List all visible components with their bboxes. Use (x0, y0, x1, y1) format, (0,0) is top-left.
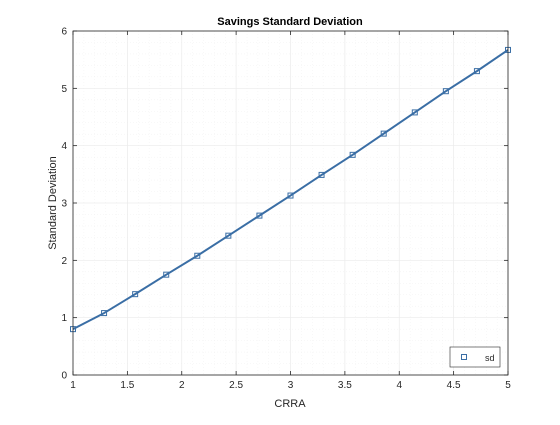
x-tick-label: 1 (70, 380, 76, 391)
chart-title: Savings Standard Deviation (217, 16, 363, 28)
data-point-sd (132, 291, 139, 298)
x-tick-label: 3 (288, 380, 294, 391)
data-point-sd (473, 68, 480, 75)
x-axis-label: CRRA (274, 398, 306, 410)
y-tick-label: 3 (61, 199, 67, 210)
y-axis-label: Standard Deviation (47, 156, 59, 250)
data-point-sd (287, 192, 294, 199)
y-tick-label: 2 (61, 256, 67, 267)
series-layer (70, 46, 511, 333)
series-line-sd (72, 49, 509, 331)
data-point-sd (256, 212, 263, 219)
data-point-sd (318, 171, 325, 178)
y-tick-label: 5 (61, 84, 67, 95)
y-tick-label: 0 (61, 371, 67, 382)
data-point-sd (442, 88, 449, 95)
x-tick-label: 5 (505, 380, 511, 391)
x-tick-label: 2 (179, 380, 185, 391)
data-point-sd (349, 151, 356, 158)
x-tick-label: 1.5 (120, 380, 134, 391)
legend-box (449, 346, 501, 368)
data-point-sd (101, 310, 108, 317)
legend-label-sd: sd (485, 353, 495, 363)
x-tick-label: 4 (396, 380, 402, 391)
x-tick-label: 4.5 (447, 380, 461, 391)
data-point-sd (411, 109, 418, 116)
y-tick-label: 6 (61, 27, 67, 38)
legend: sd (449, 346, 501, 368)
x-tick-label: 2.5 (229, 380, 243, 391)
legend-marker-sd (461, 354, 467, 360)
y-tick-label: 1 (61, 313, 67, 324)
data-point-sd (163, 271, 170, 278)
x-tick-label: 3.5 (338, 380, 352, 391)
data-point-sd (194, 252, 201, 259)
data-point-sd (225, 232, 232, 239)
data-point-sd (380, 130, 387, 137)
y-tick-label: 4 (61, 141, 67, 152)
